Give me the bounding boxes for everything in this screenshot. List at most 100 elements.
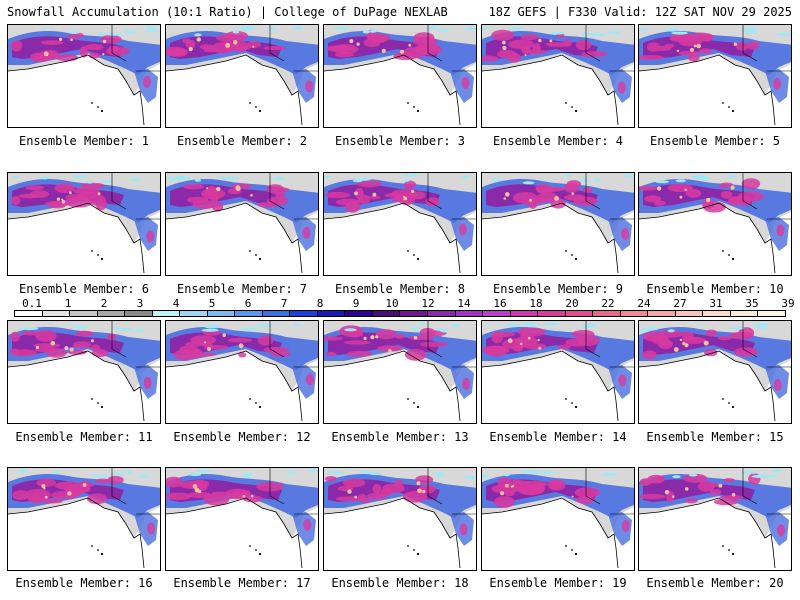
color-scale-label: 27 — [673, 297, 687, 310]
ensemble-member-label: Ensemble Member: 11 — [15, 430, 153, 444]
color-scale-swatch — [400, 311, 428, 316]
color-scale-swatch — [290, 311, 318, 316]
color-scale-label: 22 — [601, 297, 615, 310]
ensemble-member-label: Ensemble Member: 12 — [173, 430, 311, 444]
ensemble-map-panel — [638, 320, 792, 424]
ensemble-member-label: Ensemble Member: 3 — [334, 134, 466, 148]
ensemble-member-label: Ensemble Member: 9 — [492, 282, 624, 296]
ensemble-map-panel — [481, 172, 635, 276]
ensemble-map-panel — [165, 320, 319, 424]
snowfall-map — [639, 25, 791, 127]
color-scale-swatch — [15, 311, 43, 316]
ensemble-member-label: Ensemble Member: 4 — [492, 134, 624, 148]
color-scale-swatch — [235, 311, 263, 316]
color-scale-swatch — [648, 311, 676, 316]
color-scale-swatch — [703, 311, 731, 316]
color-scale-swatch — [730, 311, 759, 316]
color-scale-label: 8 — [316, 297, 324, 310]
ensemble-member-label: Ensemble Member: 16 — [15, 576, 153, 590]
color-scale-swatch — [317, 311, 346, 316]
color-scale-label: 12 — [421, 297, 435, 310]
color-scale-label: 6 — [244, 297, 252, 310]
ensemble-map-panel — [323, 320, 477, 424]
snowfall-map — [482, 173, 634, 275]
ensemble-member-label: Ensemble Member: 8 — [334, 282, 466, 296]
color-scale-swatch — [593, 311, 621, 316]
color-scale-label: 10 — [385, 297, 399, 310]
ensemble-map-panel — [7, 24, 161, 128]
ensemble-member-label: Ensemble Member: 20 — [646, 576, 784, 590]
snowfall-map — [639, 321, 791, 423]
color-scale-swatch — [427, 311, 456, 316]
ensemble-map-panel — [638, 467, 792, 571]
color-scale-swatch — [97, 311, 126, 316]
color-scale-label: 24 — [637, 297, 651, 310]
color-scale-swatch — [262, 311, 291, 316]
ensemble-member-label: Ensemble Member: 10 — [646, 282, 784, 296]
ensemble-map-panel — [165, 467, 319, 571]
color-scale-label: 35 — [745, 297, 759, 310]
snowfall-map — [8, 25, 160, 127]
color-scale-swatch — [758, 311, 785, 316]
color-scale-swatch — [152, 311, 181, 316]
snowfall-map — [324, 321, 476, 423]
color-scale-swatch — [70, 311, 98, 316]
snowfall-map — [482, 321, 634, 423]
ensemble-member-label: Ensemble Member: 19 — [489, 576, 627, 590]
ensemble-member-label: Ensemble Member: 2 — [176, 134, 308, 148]
ensemble-member-label: Ensemble Member: 6 — [18, 282, 150, 296]
color-scale-label: 31 — [709, 297, 723, 310]
ensemble-member-label: Ensemble Member: 18 — [331, 576, 469, 590]
color-scale-swatch — [207, 311, 236, 316]
ensemble-member-label: Ensemble Member: 5 — [649, 134, 781, 148]
ensemble-map-panel — [323, 467, 477, 571]
map-title: Snowfall Accumulation (10:1 Ratio) | Col… — [7, 5, 448, 19]
color-scale-swatch — [510, 311, 539, 316]
ensemble-member-label: Ensemble Member: 14 — [489, 430, 627, 444]
color-scale-swatch — [483, 311, 511, 316]
ensemble-member-label: Ensemble Member: 15 — [646, 430, 784, 444]
snowfall-map — [166, 25, 318, 127]
ensemble-member-label: Ensemble Member: 17 — [173, 576, 311, 590]
color-scale-label: 1 — [64, 297, 72, 310]
snowfall-map — [482, 25, 634, 127]
ensemble-member-label: Ensemble Member: 7 — [176, 282, 308, 296]
snowfall-map — [166, 468, 318, 570]
snowfall-map — [324, 25, 476, 127]
color-scale-label: 18 — [529, 297, 543, 310]
color-scale-label: 16 — [493, 297, 507, 310]
ensemble-member-label: Ensemble Member: 1 — [18, 134, 150, 148]
snowfall-map — [482, 468, 634, 570]
color-scale-label: 20 — [565, 297, 579, 310]
ensemble-map-panel — [323, 24, 477, 128]
ensemble-map-panel — [165, 172, 319, 276]
color-scale-swatch — [372, 311, 401, 316]
color-scale-swatch — [180, 311, 208, 316]
color-scale-swatch — [538, 311, 566, 316]
color-scale-swatch — [42, 311, 71, 316]
snowfall-map — [639, 173, 791, 275]
color-scale-swatch — [125, 311, 153, 316]
snowfall-map — [8, 173, 160, 275]
ensemble-map-panel — [323, 172, 477, 276]
snowfall-map — [639, 468, 791, 570]
color-scale-swatch — [675, 311, 704, 316]
ensemble-map-panel — [165, 24, 319, 128]
ensemble-map-panel — [638, 24, 792, 128]
ensemble-map-panel — [7, 467, 161, 571]
ensemble-map-panel — [481, 467, 635, 571]
color-scale-labels: 0.1 1 2 3 4 5 6 7 8 9 10 12 14 16 18 20 22 24 27 31 35 39 — [10, 297, 795, 310]
ensemble-map-panel — [481, 24, 635, 128]
snowfall-map — [324, 468, 476, 570]
color-scale-label: 9 — [352, 297, 360, 310]
ensemble-member-label: Ensemble Member: 13 — [331, 430, 469, 444]
ensemble-map-panel — [7, 320, 161, 424]
snowfall-map — [166, 321, 318, 423]
color-scale-bar — [14, 310, 786, 317]
color-scale-label: 3 — [136, 297, 144, 310]
ensemble-map-panel — [638, 172, 792, 276]
color-scale-label: 0.1 — [22, 297, 42, 310]
color-scale-swatch — [455, 311, 484, 316]
snowfall-map — [324, 173, 476, 275]
ensemble-map-panel — [481, 320, 635, 424]
